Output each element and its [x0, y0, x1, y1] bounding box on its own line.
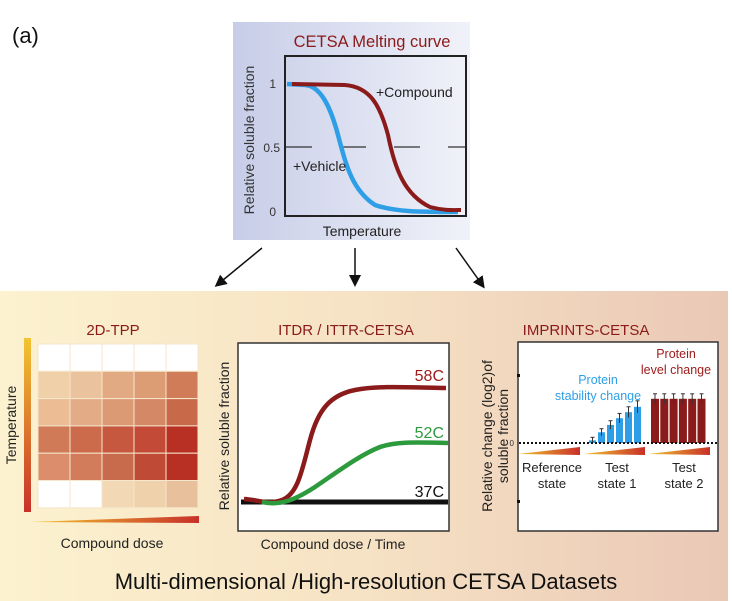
compound-curve [291, 82, 462, 213]
imprints-bars [589, 393, 706, 444]
heatmap-cell [133, 480, 167, 509]
state1-label-line2: state 1 [597, 476, 636, 491]
52c-label: 52C [415, 425, 444, 442]
state2-gradient-wedge [648, 447, 710, 455]
melting-curve-xlabel: Temperature [323, 223, 402, 239]
tpp-panel: 2D-TPP Temperature Compound dose [3, 322, 199, 551]
imprints-ylabel-line2: soluble fraction [495, 389, 511, 483]
y-tick-0-5: 0.5 [263, 141, 280, 155]
heatmap-cell [165, 425, 199, 454]
heatmap-cell [101, 370, 135, 400]
arrow-to-imprints [455, 247, 485, 289]
heatmap-cell [165, 480, 199, 509]
imprints-bar [697, 398, 706, 443]
imprints-bar [669, 398, 678, 443]
heatmap-cell [37, 480, 71, 509]
heatmap-cell [101, 343, 135, 372]
itdr-panel: ITDR / ITTR-CETSA Relative soluble fract… [216, 322, 450, 552]
dose-gradient-wedge [30, 516, 199, 523]
footer-caption: Multi-dimensional /High-resolution CETSA… [115, 569, 618, 594]
y-tick-0: 0 [269, 205, 276, 219]
itdr-xlabel: Compound dose / Time [261, 536, 406, 552]
52c-curve [261, 440, 449, 506]
arrow-to-2d-tpp [214, 247, 263, 287]
vehicle-curve [286, 81, 459, 215]
imprints-zero-tick: 0 [510, 439, 515, 448]
heatmap-cell [69, 370, 103, 400]
tpp-ylabel: Temperature [3, 385, 19, 464]
tpp-heatmap [37, 343, 199, 509]
heatmap-cell [133, 343, 167, 372]
compound-label: +Compound [376, 84, 453, 100]
heatmap-cell [101, 480, 135, 509]
melting-curve-panel: CETSA Melting curve 1 0.5 0 Relative sol… [233, 22, 470, 240]
imprints-ylabel-line1: Relative change (log2)of [479, 360, 495, 512]
imprints-bar [678, 398, 687, 443]
58c-label: 58C [415, 368, 444, 385]
imprints-bar [607, 424, 614, 443]
itdr-ylabel: Relative soluble fraction [216, 362, 232, 511]
imprints-panel: IMPRINTS-CETSA 0 Relative change (log2)o… [479, 322, 719, 532]
vehicle-label: +Vehicle [293, 158, 347, 174]
melting-curve-ylabel: Relative soluble fraction [241, 66, 257, 215]
melting-curve-background [233, 22, 470, 240]
temperature-gradient-wedge [24, 338, 31, 512]
stability-change-line2: stability change [555, 389, 641, 403]
y-tick-mark-lower [517, 500, 520, 503]
y-tick-1: 1 [269, 77, 276, 91]
heatmap-cell [69, 398, 103, 427]
tpp-xlabel: Compound dose [61, 535, 164, 551]
heatmap-cell [101, 398, 135, 427]
reference-label-line2: state [538, 476, 566, 491]
level-change-line1: Protein [656, 347, 696, 361]
state1-gradient-wedge [583, 447, 645, 455]
level-change-line2: level change [641, 363, 711, 377]
imprints-bar [625, 412, 632, 443]
heatmap-cell [37, 425, 71, 454]
panel-label: (a) [12, 23, 39, 48]
heatmap-cell [37, 452, 71, 482]
stability-change-line1: Protein [578, 373, 618, 387]
heatmap-cell [69, 480, 103, 509]
heatmap-cell [133, 398, 167, 427]
heatmap-cell [37, 370, 71, 400]
imprints-bar [616, 418, 623, 443]
heatmap-cell [101, 452, 135, 482]
imprints-bar [688, 398, 697, 443]
y-tick-mark-upper [517, 374, 520, 377]
heatmap-cell [101, 425, 135, 454]
itdr-title: ITDR / ITTR-CETSA [278, 322, 414, 339]
heatmap-cell [37, 343, 71, 372]
heatmap-cell [165, 370, 199, 400]
tpp-title: 2D-TPP [86, 322, 139, 339]
heatmap-cell [165, 343, 199, 372]
melting-curve-title: CETSA Melting curve [294, 33, 451, 51]
heatmap-cell [133, 452, 167, 482]
imprints-bar [651, 398, 659, 443]
heatmap-cell [165, 398, 199, 427]
imprints-bar [598, 432, 605, 443]
state1-label-line1: Test [605, 460, 629, 475]
heatmap-cell [69, 425, 103, 454]
imprints-bar [660, 398, 669, 443]
imprints-bar [634, 406, 641, 443]
heatmap-cell [165, 452, 199, 482]
heatmap-cell [133, 425, 167, 454]
heatmap-cell [37, 398, 71, 427]
state2-label-line2: state 2 [664, 476, 703, 491]
imprints-title: IMPRINTS-CETSA [523, 322, 650, 339]
melting-curve-plot-frame [284, 55, 467, 217]
heatmap-cell [69, 343, 103, 372]
heatmap-cell [133, 370, 167, 400]
heatmap-cell [69, 452, 103, 482]
reference-label-line1: Reference [522, 460, 582, 475]
37c-label: 37C [415, 484, 444, 501]
reference-gradient-wedge [518, 447, 580, 455]
state2-label-line1: Test [672, 460, 696, 475]
